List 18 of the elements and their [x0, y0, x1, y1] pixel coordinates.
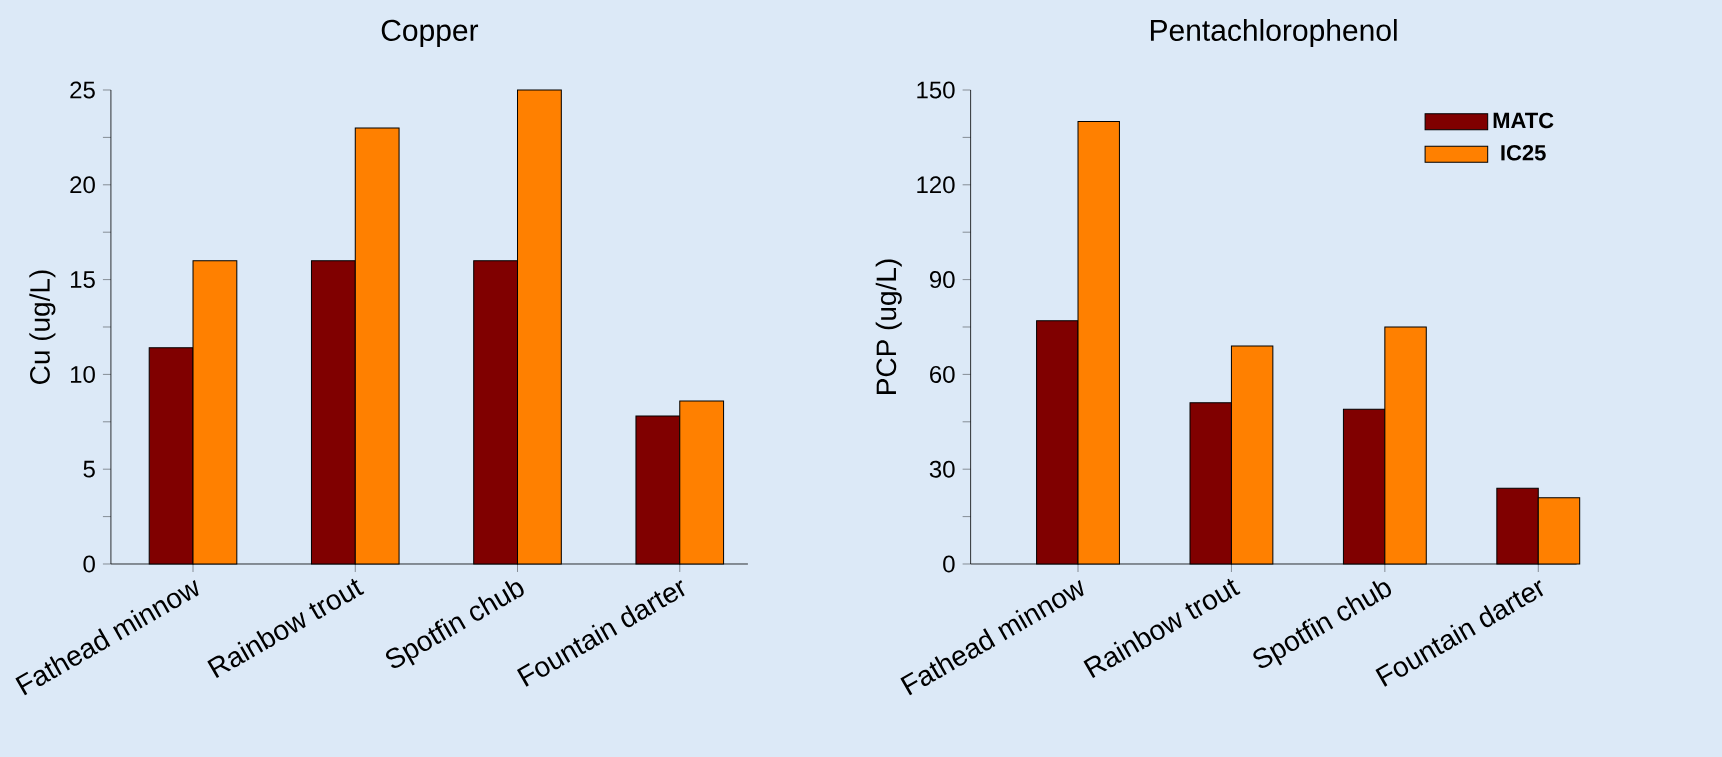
- y-tick-label: 15: [70, 271, 95, 288]
- y-axis-title: PCP (ug/L): [875, 259, 902, 394]
- y-tick-label: 0: [83, 555, 95, 573]
- y-tick-label: 150: [917, 81, 955, 99]
- y-tick-label: 0: [943, 555, 955, 573]
- y-tick-label: 10: [70, 365, 95, 383]
- y-tick-label: 25: [70, 81, 95, 99]
- y-tick-label: 5: [83, 460, 95, 478]
- y-tick-label: 90: [929, 271, 955, 289]
- y-tick-label: 60: [930, 365, 955, 383]
- legend-label: IC25: [1501, 145, 1546, 161]
- y-tick-label: 120: [917, 176, 955, 194]
- chart-title: Pentachlorophenol: [1150, 18, 1397, 47]
- y-tick-label: 30: [929, 460, 955, 478]
- legend-label: MATC: [1493, 112, 1554, 129]
- chart-title: Copper: [381, 19, 479, 47]
- y-tick-label: 20: [70, 176, 95, 194]
- y-axis-title: Cu (ug/L): [29, 270, 56, 384]
